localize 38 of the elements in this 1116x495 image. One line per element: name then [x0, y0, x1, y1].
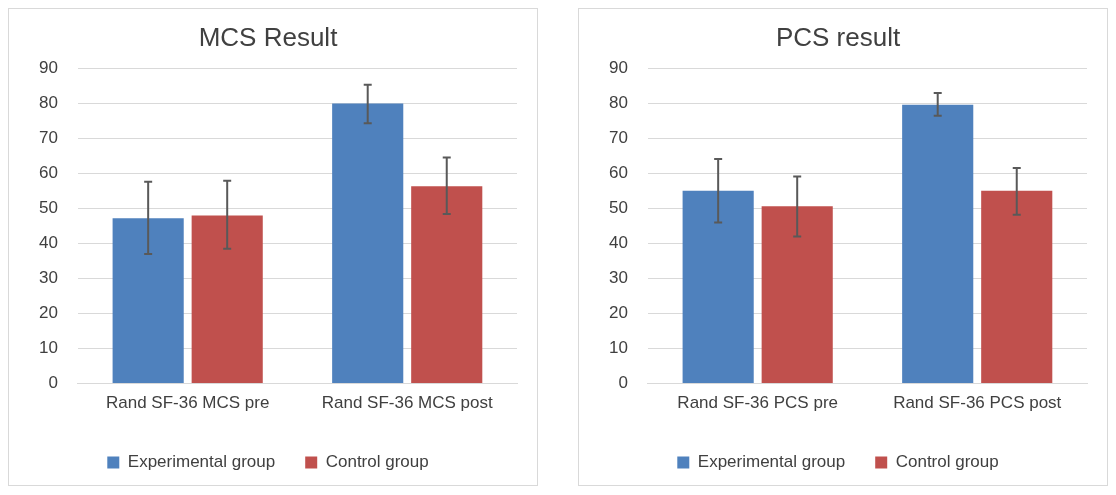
y-tick-label: 60 — [608, 163, 628, 183]
x-tick-label: Rand SF-36 MCS pre — [105, 393, 270, 413]
y-tick-label: 50 — [38, 198, 58, 218]
y-tick-label: 20 — [608, 303, 628, 323]
y-tick-label: 80 — [608, 92, 628, 112]
y-tick-label: 90 — [608, 57, 628, 77]
chart-title: MCS Result — [198, 21, 339, 52]
x-tick-label: Rand SF-36 PCS pre — [677, 393, 838, 413]
bar — [761, 206, 833, 384]
bar — [332, 103, 404, 384]
y-tick-label: 30 — [38, 268, 58, 288]
chart-title: PCS result — [775, 21, 901, 52]
bar — [902, 104, 974, 384]
y-tick-label: 10 — [38, 338, 58, 358]
legend-label: Control group — [325, 452, 429, 472]
y-tick-label: 80 — [38, 92, 58, 112]
y-tick-label: 40 — [38, 233, 58, 253]
bar — [112, 218, 184, 384]
y-tick-label: 60 — [38, 163, 58, 183]
y-tick-label: 70 — [38, 127, 58, 147]
x-tick-label: Rand SF-36 PCS post — [893, 393, 1062, 413]
y-tick-label: 40 — [608, 233, 628, 253]
bar — [411, 186, 483, 384]
y-tick-label: 30 — [608, 268, 628, 288]
bar — [191, 215, 263, 384]
y-tick-label: 0 — [618, 373, 628, 393]
y-tick-label: 90 — [38, 57, 58, 77]
y-tick-label: 10 — [608, 338, 628, 358]
legend-label: Experimental group — [697, 452, 846, 472]
bar — [981, 190, 1053, 384]
y-tick-label: 70 — [608, 127, 628, 147]
y-tick-label: 50 — [608, 198, 628, 218]
x-tick-label: Rand SF-36 MCS post — [321, 393, 494, 413]
bar — [682, 190, 754, 384]
y-tick-label: 20 — [38, 303, 58, 323]
legend-label: Control group — [895, 452, 999, 472]
legend-label: Experimental group — [127, 452, 276, 472]
y-tick-label: 0 — [48, 373, 58, 393]
